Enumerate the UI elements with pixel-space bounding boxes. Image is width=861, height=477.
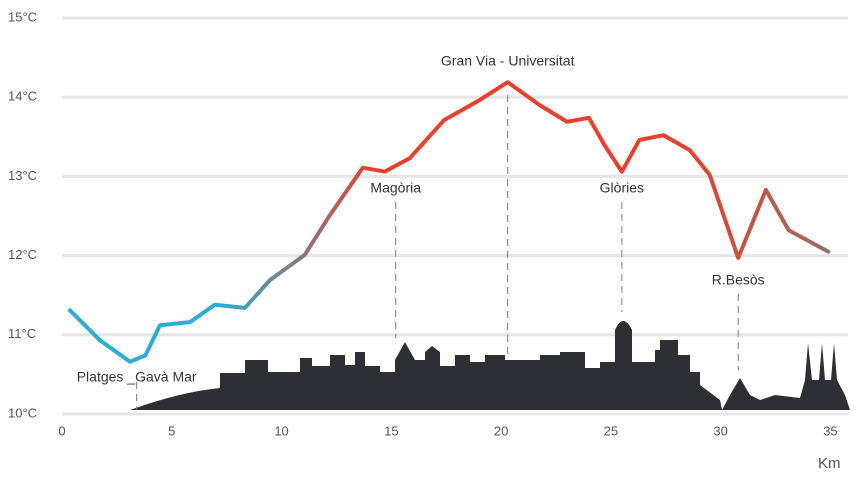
- annotation-label: R.Besòs: [712, 272, 765, 288]
- x-tick-label: 15: [384, 423, 398, 438]
- x-tick-label: 25: [604, 423, 618, 438]
- y-tick-label: 11°C: [8, 326, 36, 341]
- y-tick-label: 13°C: [8, 168, 37, 183]
- annotation-label: Gran Via - Universitat: [441, 53, 575, 69]
- x-tick-label: 30: [713, 423, 727, 438]
- x-tick-label: 10: [274, 423, 288, 438]
- skyline: [62, 321, 850, 410]
- y-tick-label: 12°C: [8, 247, 37, 262]
- x-tick-label: 5: [168, 423, 175, 438]
- annotation-label: Glòries: [600, 180, 644, 196]
- temperature-line: [67, 80, 831, 364]
- y-tick-label: 10°C: [8, 405, 37, 420]
- annotation-label: Magòria: [370, 180, 421, 196]
- x-tick-label: 20: [494, 423, 508, 438]
- annotation-label: Platges _Gavà Mar: [77, 369, 197, 385]
- y-tick-label: 15°C: [8, 9, 37, 24]
- y-tick-label: 14°C: [8, 89, 37, 104]
- x-tick-label: 0: [58, 423, 65, 438]
- x-axis-label: Km: [818, 455, 841, 472]
- x-tick-label: 35: [823, 423, 837, 438]
